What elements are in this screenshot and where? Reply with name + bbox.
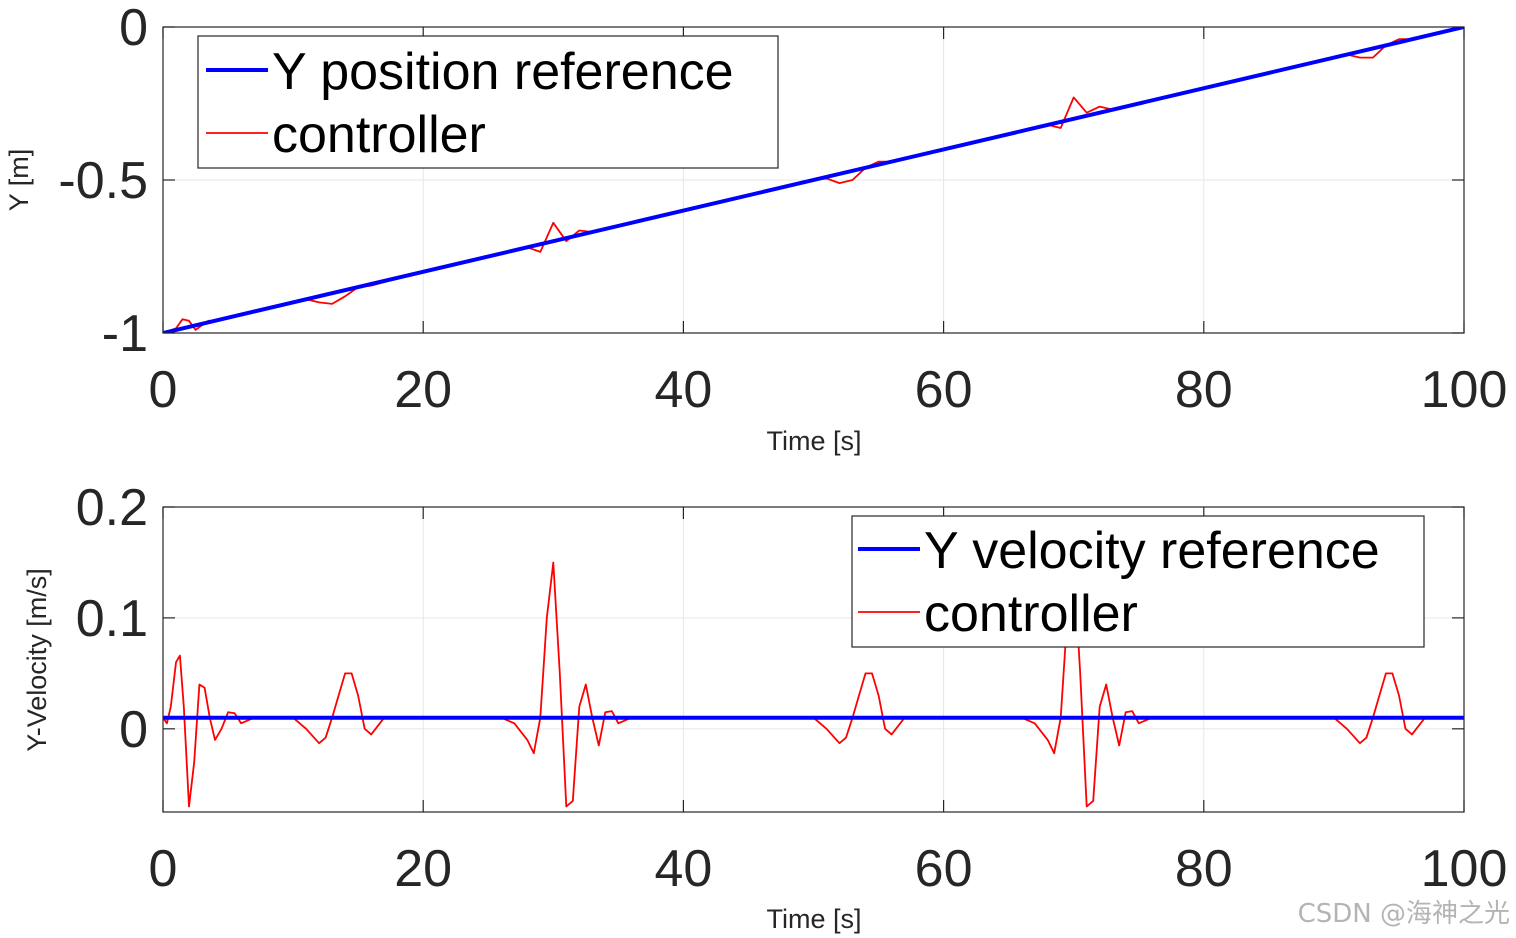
series-layer bbox=[163, 27, 1464, 333]
y-tick-label: 0 bbox=[119, 701, 148, 759]
legend: Y position reference controller bbox=[197, 35, 779, 169]
tick-labels: 0 20 40 60 80 100 -1 -0.5 0 bbox=[58, 0, 1507, 419]
x-tick-label: 80 bbox=[1175, 361, 1233, 419]
x-tick-label: 40 bbox=[654, 840, 712, 898]
x-tick-label: 0 bbox=[149, 840, 178, 898]
x-axis-label: Time [s] bbox=[766, 426, 861, 456]
x-tick-label: 80 bbox=[1175, 840, 1233, 898]
x-tick-label: 20 bbox=[394, 361, 452, 419]
x-axis-label: Time [s] bbox=[766, 904, 861, 934]
legend-box bbox=[851, 515, 1425, 648]
y-tick-label: -0.5 bbox=[58, 152, 148, 210]
x-tick-label: 100 bbox=[1421, 361, 1508, 419]
axes-box bbox=[162, 506, 1465, 813]
y-axis-label: Y [m] bbox=[4, 149, 34, 212]
legend-label-reference: Y position reference bbox=[272, 43, 734, 101]
y-tick-label: -1 bbox=[102, 305, 148, 363]
velocity-plot: 0 20 40 60 80 100 0 0.1 0.2 Time [s] Y-Velocity … bbox=[22, 479, 1507, 934]
x-tick-label: 100 bbox=[1421, 840, 1508, 898]
x-tick-label: 60 bbox=[915, 840, 973, 898]
x-tick-label: 0 bbox=[149, 361, 178, 419]
legend-box bbox=[197, 35, 779, 169]
legend-label-reference: Y velocity reference bbox=[924, 522, 1380, 580]
x-tick-label: 60 bbox=[915, 361, 973, 419]
tick-labels: 0 20 40 60 80 100 0 0.1 0.2 bbox=[76, 479, 1508, 898]
position-plot: 0 20 40 60 80 100 -1 -0.5 0 Time [s] Y [m] Y pos… bbox=[4, 0, 1507, 456]
x-tick-label: 20 bbox=[394, 840, 452, 898]
y-tick-label: 0.2 bbox=[76, 479, 148, 537]
reference-series-line bbox=[163, 27, 1464, 333]
legend: Y velocity reference controller bbox=[851, 515, 1425, 648]
watermark: CSDN @海神之光 bbox=[1297, 899, 1510, 929]
legend-label-controller: controller bbox=[272, 106, 486, 164]
y-tick-label: 0.1 bbox=[76, 590, 148, 648]
y-tick-label: 0 bbox=[119, 0, 148, 57]
x-tick-label: 40 bbox=[654, 361, 712, 419]
legend-label-controller: controller bbox=[924, 585, 1138, 643]
y-axis-label: Y-Velocity [m/s] bbox=[22, 568, 52, 752]
series-layer bbox=[163, 561, 1464, 808]
